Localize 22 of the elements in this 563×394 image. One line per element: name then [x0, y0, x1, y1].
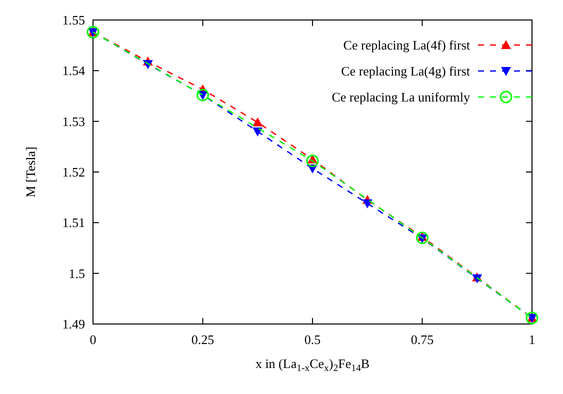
y-tick-label: 1.54: [62, 63, 86, 78]
x-tick-label: 0.75: [410, 332, 434, 347]
point: [306, 154, 319, 168]
y-tick-label: 1.53: [62, 114, 85, 129]
point: [416, 232, 428, 244]
point: [362, 199, 372, 208]
y-tick-label: 1.51: [62, 215, 85, 230]
point: [252, 127, 263, 136]
legend-label: Ce replacing La(4g) first: [341, 64, 470, 79]
x-tick-label: 0.5: [304, 332, 321, 347]
legend-label: Ce replacing La uniformly: [332, 90, 470, 105]
y-tick-label: 1.52: [62, 164, 85, 180]
x-tick-label: 0.25: [191, 332, 214, 347]
y-tick-label: 1.55: [62, 12, 85, 28]
text: x in (La$_{1-x}$Ce$_{x}$)$_{2}$Fe$_{14}$B: [255, 356, 370, 374]
x-tick-label: 1: [528, 332, 536, 347]
y-tick-label: 1.49: [62, 316, 85, 332]
x-tick-label: 0: [90, 332, 96, 347]
legend-label: Ce replacing La(4f) first: [343, 38, 470, 53]
y-tick-label: 1.5: [68, 266, 85, 281]
y-axis-title: M [Tesla]: [23, 146, 38, 198]
point: [252, 117, 263, 126]
